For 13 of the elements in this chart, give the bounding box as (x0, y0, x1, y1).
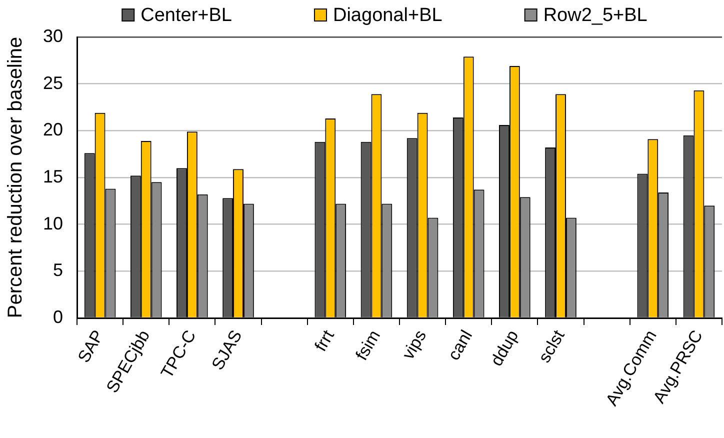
legend-label: Row2_5+BL (543, 5, 648, 26)
legend-label: Center+BL (140, 5, 232, 26)
x-tick-label: vips (398, 326, 430, 363)
y-tick-label: 10 (42, 213, 63, 234)
y-tick-label: 5 (52, 260, 63, 280)
y-axis-title: Percent reduction over baseline (4, 36, 27, 318)
y-tick-label: 15 (42, 166, 63, 186)
y-tick-label: 20 (42, 120, 63, 140)
x-tick-label: frrt (311, 326, 338, 354)
y-tick-label: 0 (52, 306, 63, 327)
y-tick-label: 30 (42, 26, 63, 46)
legend-label: Diagonal+BL (332, 5, 442, 26)
y-tick-label: 25 (42, 72, 63, 93)
